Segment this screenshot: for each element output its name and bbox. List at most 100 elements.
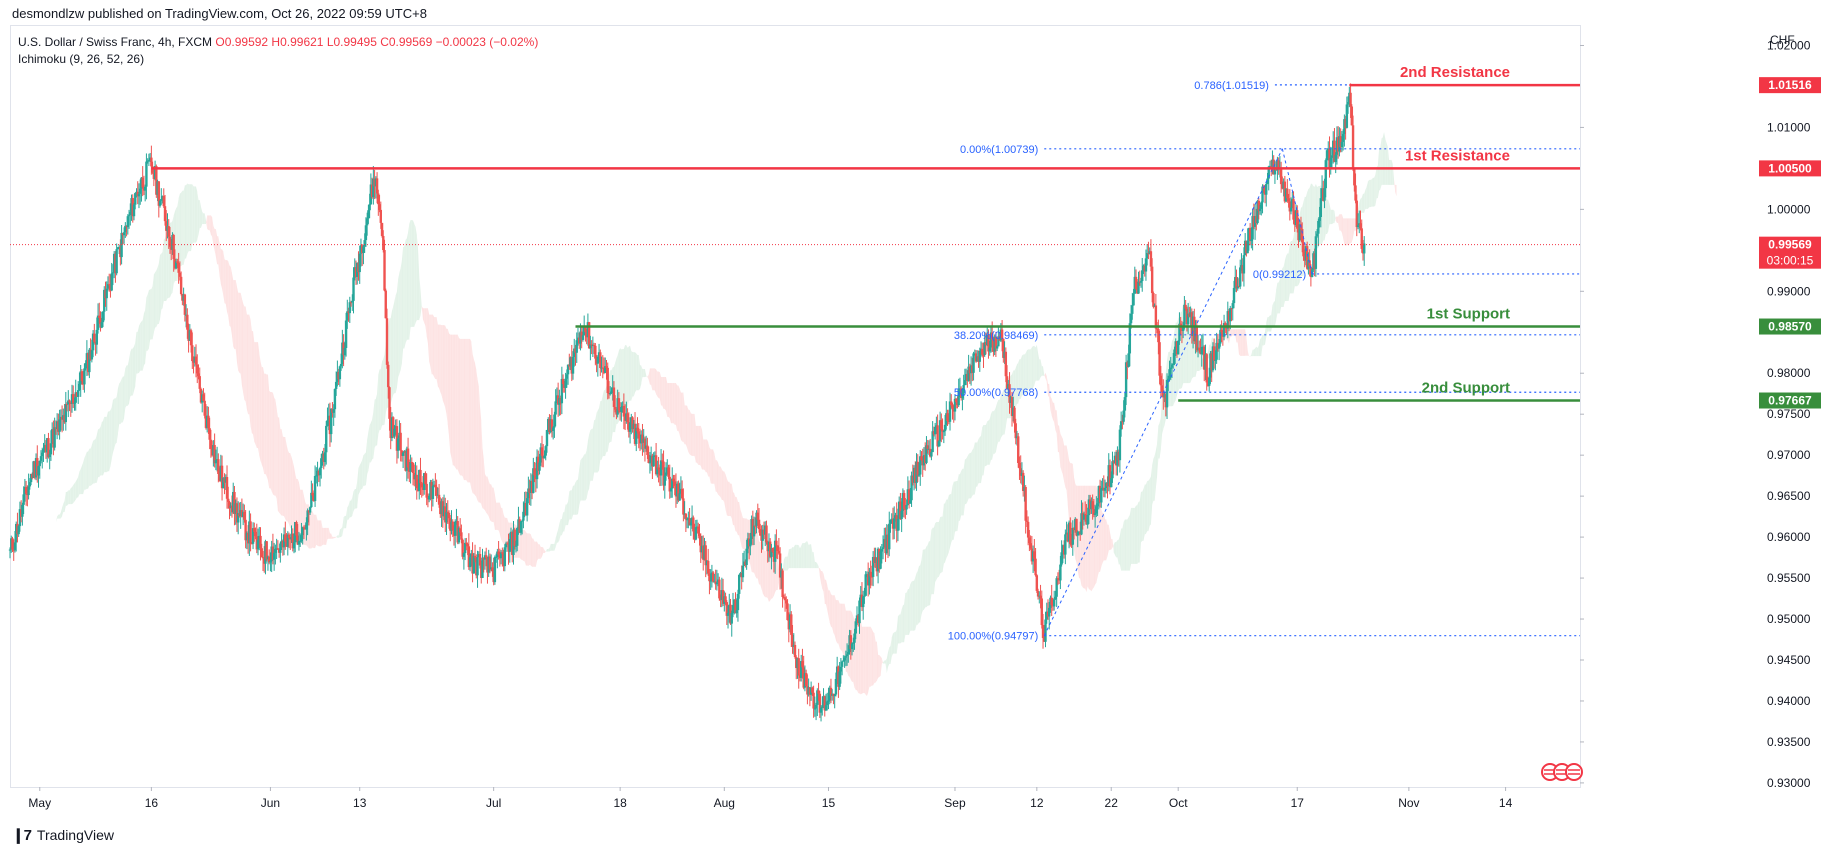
- candle: [580, 331, 583, 340]
- y-tick-label: 1.01000: [1767, 120, 1811, 134]
- candle: [191, 345, 194, 362]
- candle: [81, 381, 85, 385]
- candle: [814, 704, 818, 709]
- candle: [29, 473, 33, 483]
- candle: [394, 426, 397, 429]
- candle: [244, 519, 247, 541]
- candle: [1303, 256, 1306, 261]
- candle: [379, 209, 382, 223]
- candle: [31, 473, 34, 478]
- candle: [967, 366, 970, 382]
- y-tick-label: 0.98000: [1767, 366, 1811, 380]
- candle: [1134, 276, 1138, 289]
- candle: [121, 232, 125, 236]
- candle: [860, 594, 864, 608]
- candle: [162, 196, 165, 207]
- candle: [400, 450, 404, 456]
- candle: [480, 565, 483, 578]
- candle: [15, 523, 18, 543]
- candle: [886, 534, 890, 550]
- support-tag-label: 0.98570: [1768, 320, 1812, 334]
- candle: [1021, 472, 1025, 492]
- candle: [1167, 378, 1170, 380]
- candle: [1020, 472, 1024, 476]
- candle: [626, 413, 629, 423]
- y-tick-label: 0.99000: [1767, 284, 1811, 298]
- candle: [1046, 611, 1050, 617]
- candle: [230, 505, 234, 513]
- candle: [84, 363, 87, 369]
- candle: [520, 520, 524, 522]
- candle: [1066, 532, 1070, 542]
- candle: [986, 334, 989, 345]
- candle: [1288, 201, 1292, 212]
- tradingview-logo-icon[interactable]: ❙7: [12, 827, 32, 844]
- candle: [357, 262, 360, 273]
- candle: [1315, 233, 1319, 237]
- candle: [721, 590, 725, 604]
- candle: [710, 572, 714, 581]
- candle: [1101, 487, 1104, 489]
- candle: [1293, 219, 1296, 226]
- candle: [131, 198, 134, 217]
- candle: [869, 571, 872, 577]
- candle: [1023, 487, 1026, 492]
- candle: [813, 708, 817, 710]
- candle: [263, 558, 266, 564]
- candle: [1246, 240, 1249, 254]
- indicator-label[interactable]: Ichimoku (9, 26, 52, 26): [18, 52, 145, 66]
- candle: [618, 410, 622, 412]
- candle: [272, 552, 276, 560]
- candle: [924, 455, 927, 463]
- candle: [735, 610, 738, 614]
- candle: [827, 700, 830, 702]
- candle: [1287, 198, 1290, 202]
- candle: [1289, 207, 1293, 212]
- candle: [667, 467, 670, 477]
- candle: [979, 348, 983, 352]
- candle: [1036, 590, 1040, 597]
- x-tick-label: 14: [1499, 796, 1513, 810]
- candle: [652, 455, 655, 467]
- candle: [1087, 499, 1091, 516]
- candle: [64, 404, 68, 423]
- candle: [1062, 545, 1066, 555]
- chart-pane[interactable]: [10, 25, 1581, 788]
- candle: [914, 467, 917, 484]
- candle: [797, 658, 800, 676]
- candle: [179, 276, 183, 295]
- candle: [60, 416, 64, 420]
- x-tick-label: Jun: [261, 796, 280, 810]
- resistance-tag: [1759, 160, 1821, 177]
- candle: [532, 468, 535, 493]
- candle: [1266, 178, 1269, 184]
- candle: [446, 511, 449, 513]
- candle: [429, 482, 432, 496]
- candle: [431, 485, 435, 499]
- candle: [697, 526, 700, 534]
- candle: [94, 341, 97, 345]
- candle: [807, 687, 810, 695]
- candle: [684, 513, 688, 520]
- candle: [209, 439, 213, 449]
- candle: [1243, 240, 1247, 256]
- symbol-title[interactable]: U.S. Dollar / Swiss Franc, 4h, FXCM: [18, 35, 213, 49]
- candle: [1277, 160, 1280, 170]
- candle: [322, 453, 325, 462]
- candle: [457, 528, 461, 543]
- candle: [620, 406, 623, 412]
- candle: [473, 555, 477, 558]
- candle: [1026, 521, 1030, 538]
- candle: [85, 353, 89, 364]
- candle: [93, 333, 96, 342]
- candle: [1247, 228, 1251, 241]
- candle: [346, 311, 349, 321]
- candle: [401, 452, 405, 456]
- candle: [265, 541, 268, 560]
- candle: [210, 448, 214, 456]
- candle: [421, 487, 425, 490]
- candle: [628, 422, 632, 432]
- candle: [135, 191, 138, 194]
- candle: [925, 445, 928, 463]
